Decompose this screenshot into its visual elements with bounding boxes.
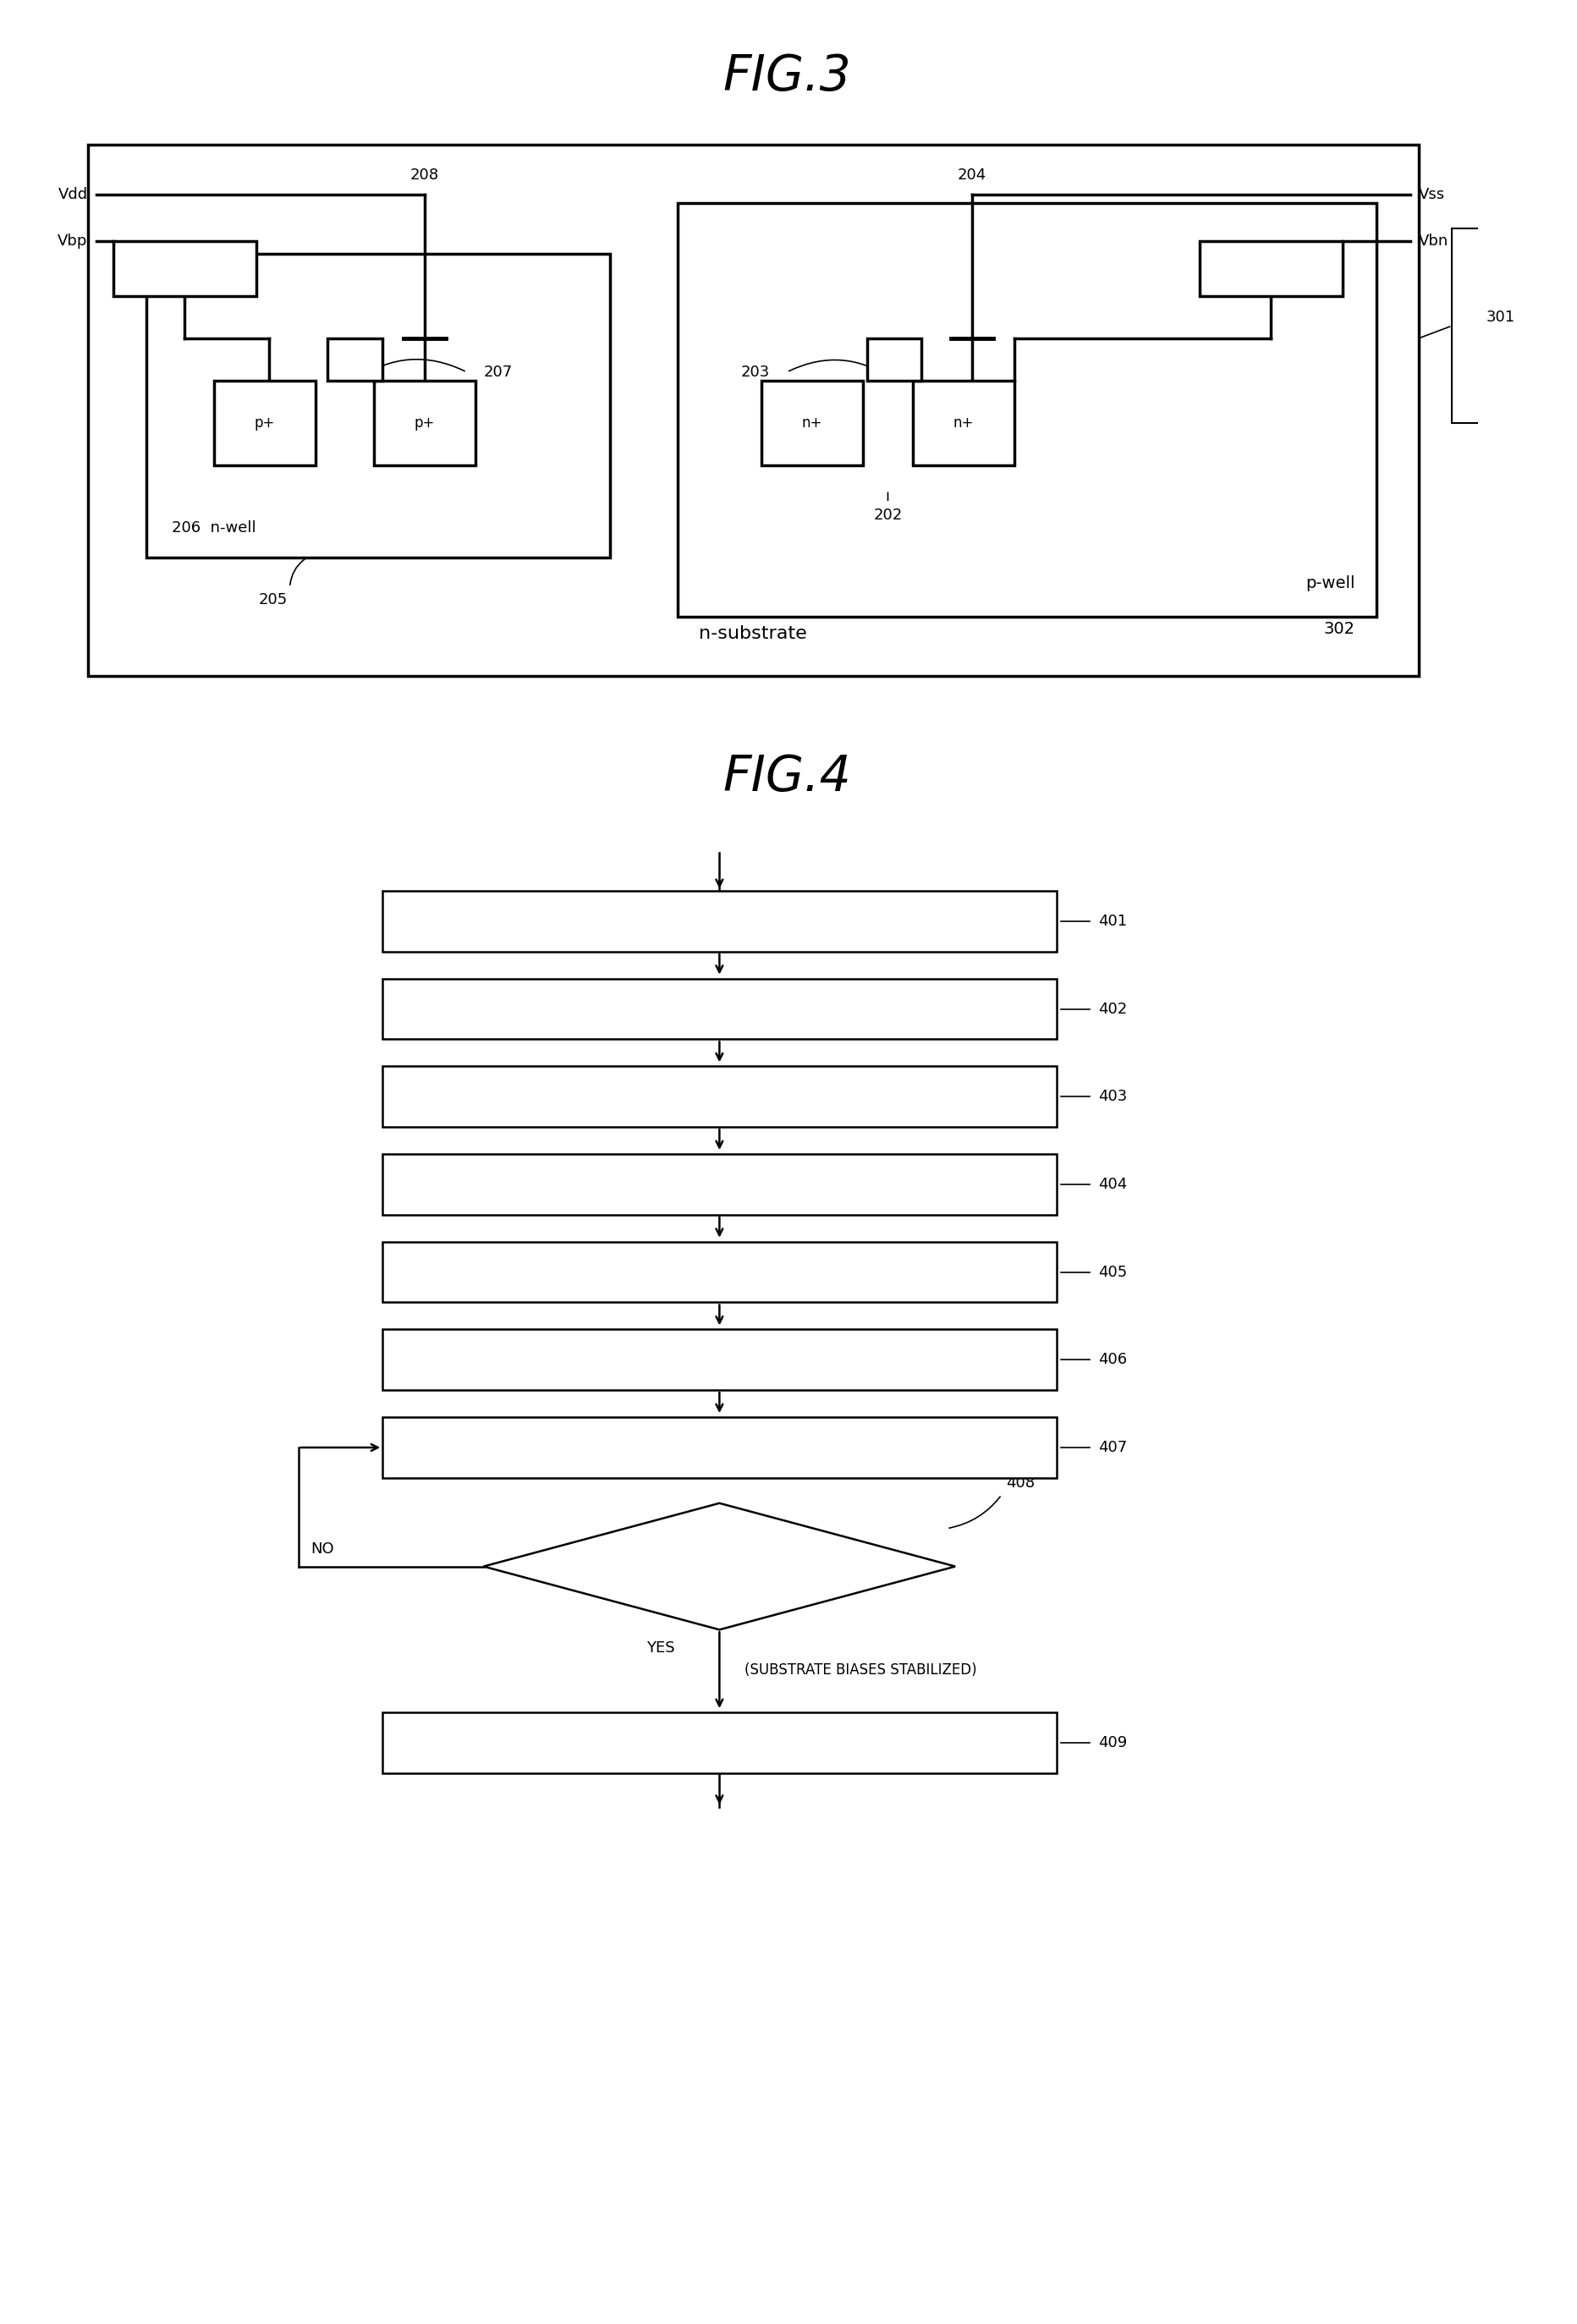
Text: 208: 208 — [410, 167, 438, 181]
Text: n+: n+ — [801, 416, 822, 430]
Bar — [913, 381, 1014, 465]
Text: 209: 209 — [170, 260, 199, 277]
Text: p+: p+ — [415, 416, 435, 430]
Text: Vdd: Vdd — [58, 188, 88, 202]
Text: 406: 406 — [1098, 1353, 1126, 1367]
Text: FIG.3: FIG.3 — [722, 53, 850, 100]
Bar — [382, 1329, 1055, 1390]
Bar — [382, 1155, 1055, 1215]
Text: SWITCH SUBSTRATE BIASES: SWITCH SUBSTRATE BIASES — [613, 1353, 825, 1367]
Bar — [382, 1241, 1055, 1301]
Text: n-substrate: n-substrate — [699, 625, 807, 641]
Bar — [214, 381, 315, 465]
Text: Vss: Vss — [1418, 188, 1445, 202]
Bar — [374, 381, 475, 465]
Text: 301: 301 — [1486, 309, 1514, 325]
Text: YES: YES — [647, 1641, 675, 1657]
Text: STAND-BY MODE(Vbp=3V, Vbn=-1.5V): STAND-BY MODE(Vbp=3V, Vbn=-1.5V) — [572, 1176, 866, 1192]
Text: 207: 207 — [483, 365, 513, 379]
Bar — [382, 890, 1055, 951]
Text: 203: 203 — [741, 365, 770, 379]
Text: Vbn: Vbn — [1418, 235, 1448, 249]
Text: Vbp: Vbp — [58, 235, 88, 249]
Text: NORMAL MODE(Vbp=1.5V, Vbn=0V): NORMAL MODE(Vbp=1.5V, Vbn=0V) — [580, 913, 858, 930]
Bar — [762, 381, 863, 465]
Text: 403: 403 — [1098, 1090, 1128, 1104]
Text: 404: 404 — [1098, 1176, 1128, 1192]
Text: 210: 210 — [1255, 260, 1285, 277]
Text: 202: 202 — [874, 509, 902, 523]
Text: FIG.4: FIG.4 — [722, 753, 850, 802]
Bar — [382, 978, 1055, 1039]
Bar — [677, 205, 1375, 616]
Text: p+: p+ — [254, 416, 274, 430]
Text: 402: 402 — [1098, 1002, 1128, 1016]
Bar — [866, 339, 921, 381]
Bar — [147, 253, 610, 558]
Text: 407: 407 — [1098, 1441, 1128, 1455]
Text: 206  n-well: 206 n-well — [172, 521, 255, 537]
Bar — [382, 1418, 1055, 1478]
Text: SWITCH SUBSTRATE BIASES: SWITCH SUBSTRATE BIASES — [613, 1090, 825, 1104]
Text: (SUBSTRATE BIASES STABILIZED): (SUBSTRATE BIASES STABILIZED) — [744, 1662, 976, 1678]
Text: 205: 205 — [259, 593, 287, 607]
Text: EXECUTE SLEEP INSTRUCTION: EXECUTE SLEEP INSTRUCTION — [604, 1002, 834, 1016]
Text: TIME OUT?: TIME OUT? — [678, 1559, 760, 1573]
Text: p-well: p-well — [1306, 574, 1355, 590]
Polygon shape — [483, 1504, 954, 1629]
Bar — [382, 1713, 1055, 1773]
Bar — [1199, 242, 1342, 295]
Bar — [114, 242, 255, 295]
Text: NORMAL MODE(Vbp=1.5V, Vbn=0V): NORMAL MODE(Vbp=1.5V, Vbn=0V) — [580, 1736, 858, 1750]
Text: 401: 401 — [1098, 913, 1126, 930]
Text: START TIMER: START TIMER — [670, 1441, 768, 1455]
Text: 302: 302 — [1323, 621, 1355, 637]
Text: 204: 204 — [957, 167, 986, 181]
Text: 408: 408 — [1005, 1476, 1035, 1490]
Text: NO: NO — [311, 1541, 334, 1557]
Bar — [382, 1067, 1055, 1127]
Text: n+: n+ — [953, 416, 973, 430]
Bar — [88, 144, 1418, 676]
Text: 409: 409 — [1098, 1736, 1128, 1750]
Text: STAND-BY RELEASE INTERRUPTION: STAND-BY RELEASE INTERRUPTION — [587, 1264, 852, 1281]
Text: 405: 405 — [1098, 1264, 1128, 1281]
Bar — [328, 339, 382, 381]
